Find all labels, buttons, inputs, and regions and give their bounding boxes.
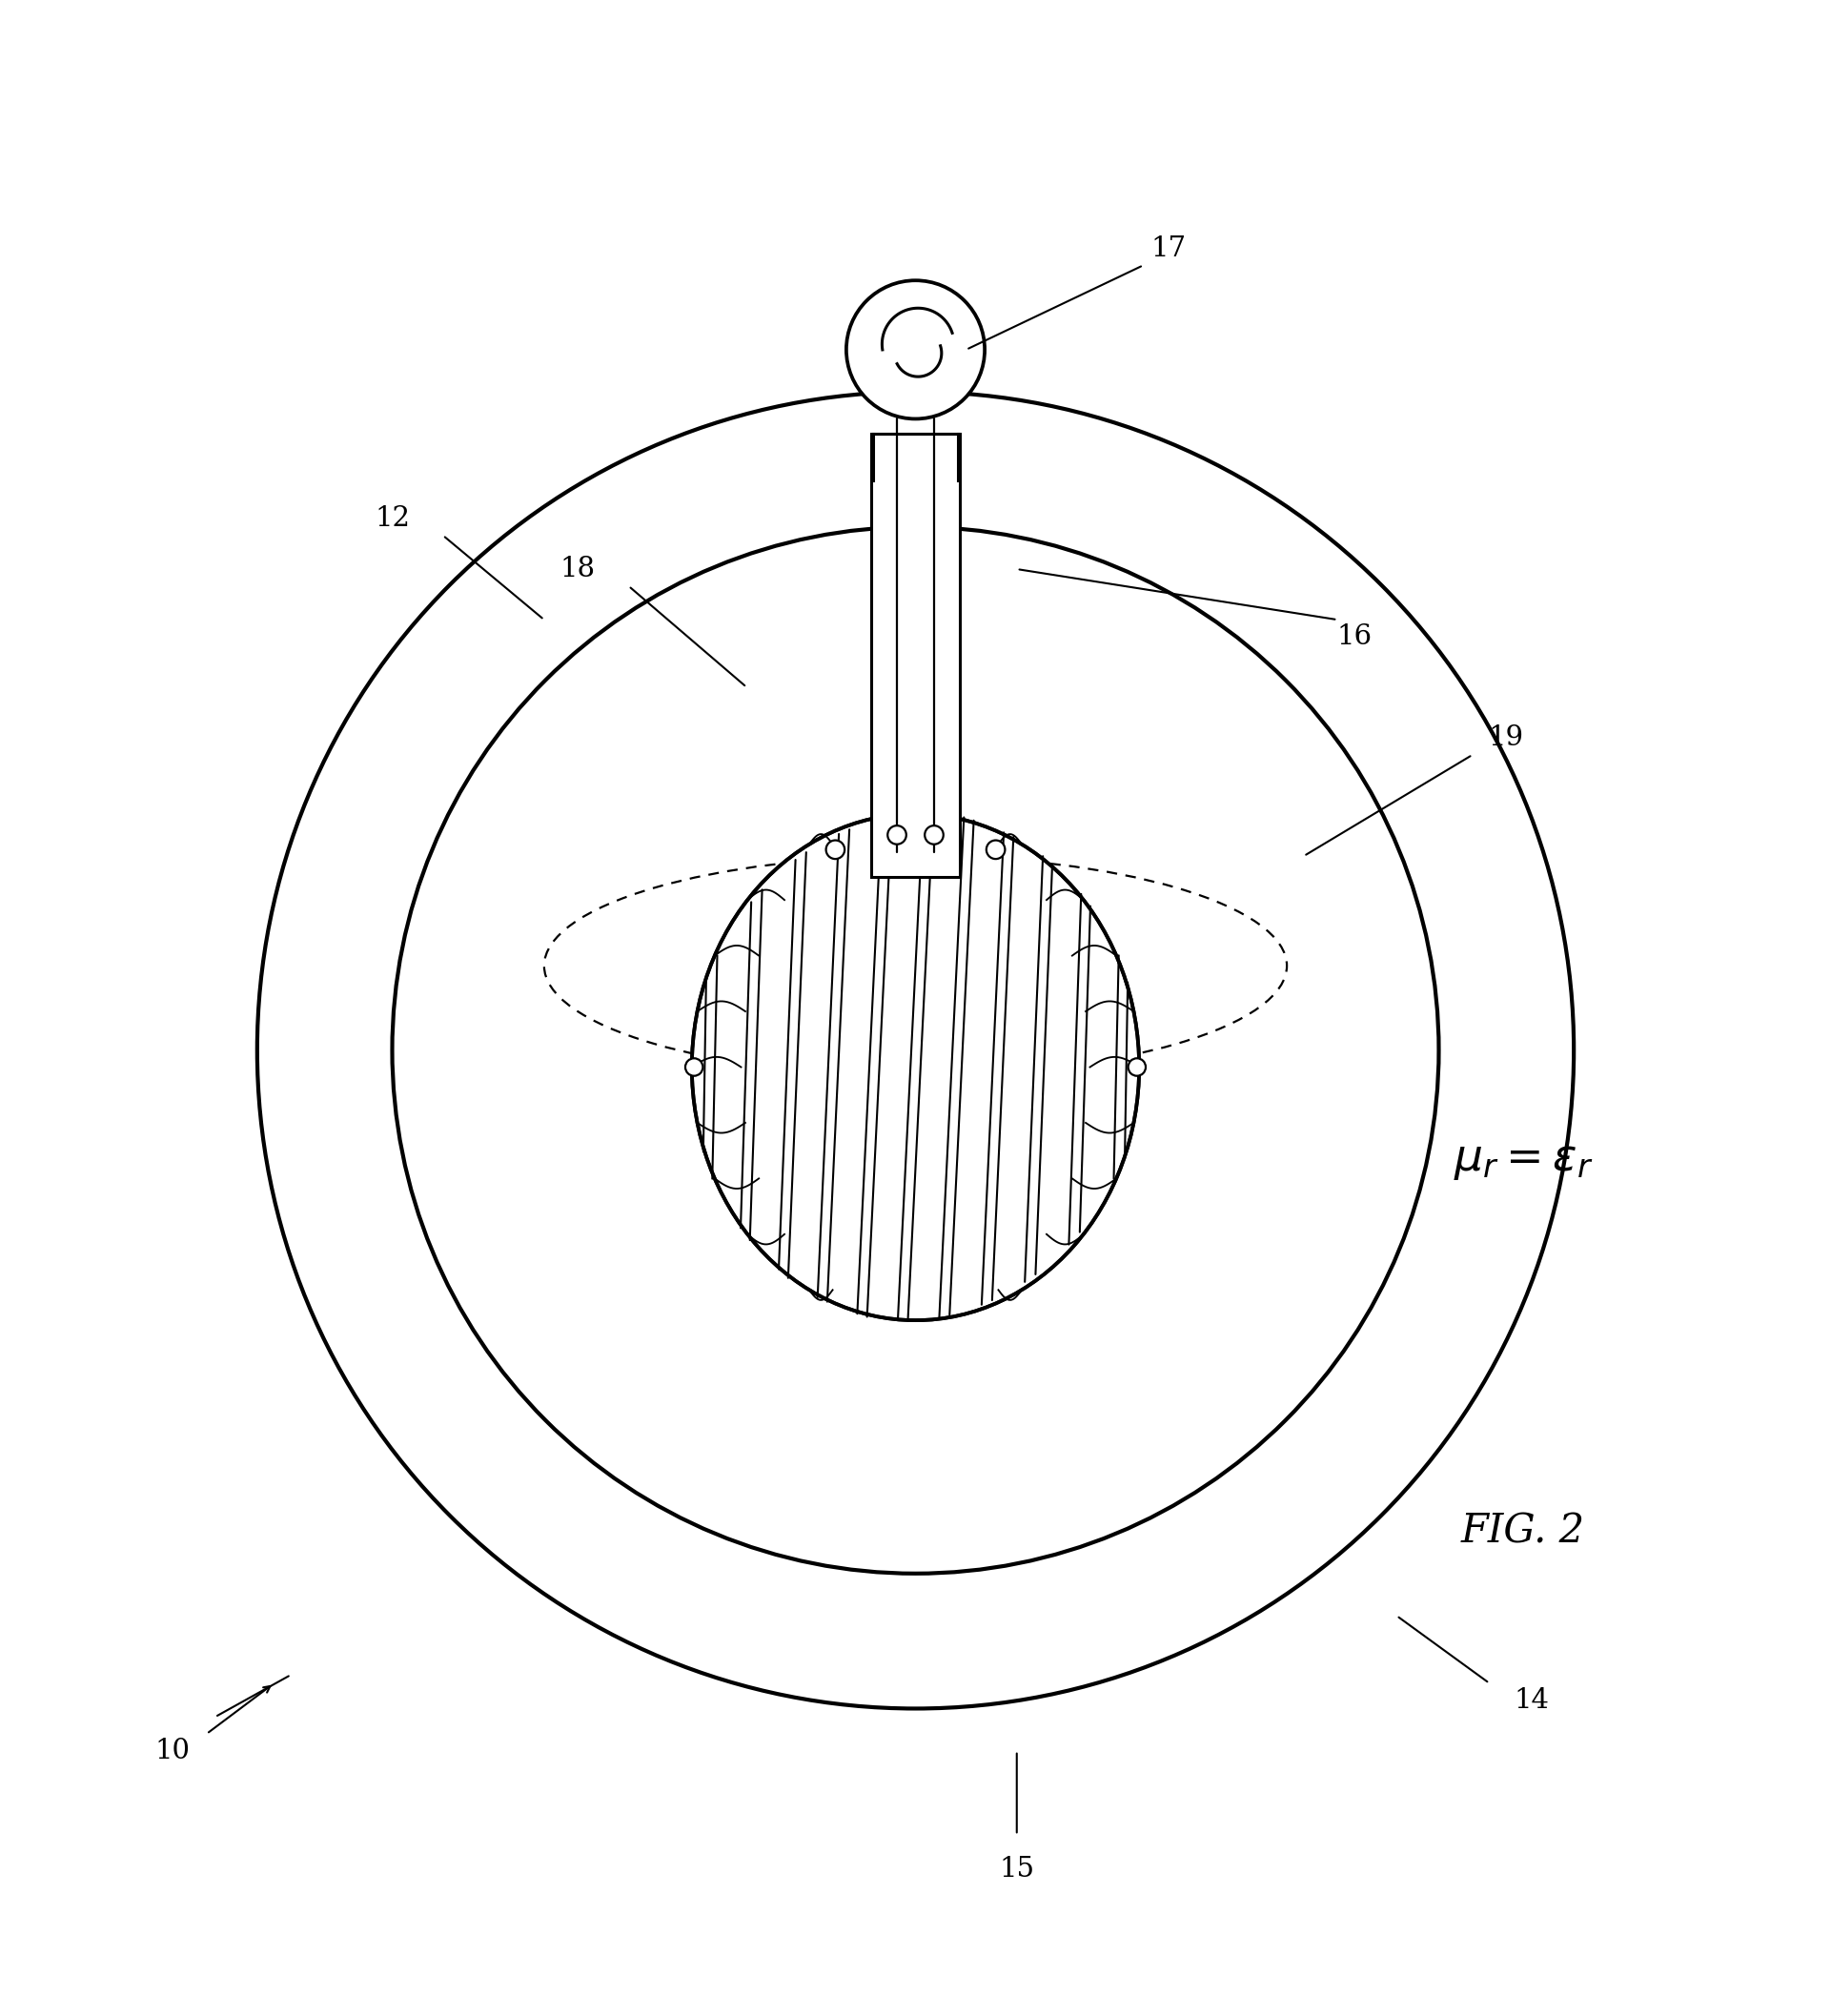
Text: 17: 17 [1152,236,1186,262]
Polygon shape [873,433,958,480]
Text: 18: 18 [560,556,595,583]
Text: 15: 15 [1000,1855,1035,1883]
Text: 16: 16 [1337,623,1371,649]
Ellipse shape [692,814,1139,1320]
Circle shape [846,280,985,419]
Circle shape [987,841,1005,859]
Circle shape [1128,1058,1146,1077]
Text: 10: 10 [156,1738,190,1764]
Circle shape [685,1058,703,1077]
Text: 12: 12 [375,506,410,532]
Circle shape [925,827,943,845]
Text: $\mu_r = \varepsilon_r$: $\mu_r = \varepsilon_r$ [1454,1139,1593,1181]
Circle shape [826,841,844,859]
Text: 19: 19 [1489,724,1523,752]
Polygon shape [872,433,959,877]
Text: FIG. 2: FIG. 2 [1461,1512,1586,1552]
Circle shape [888,827,906,845]
Text: 14: 14 [1514,1687,1549,1714]
